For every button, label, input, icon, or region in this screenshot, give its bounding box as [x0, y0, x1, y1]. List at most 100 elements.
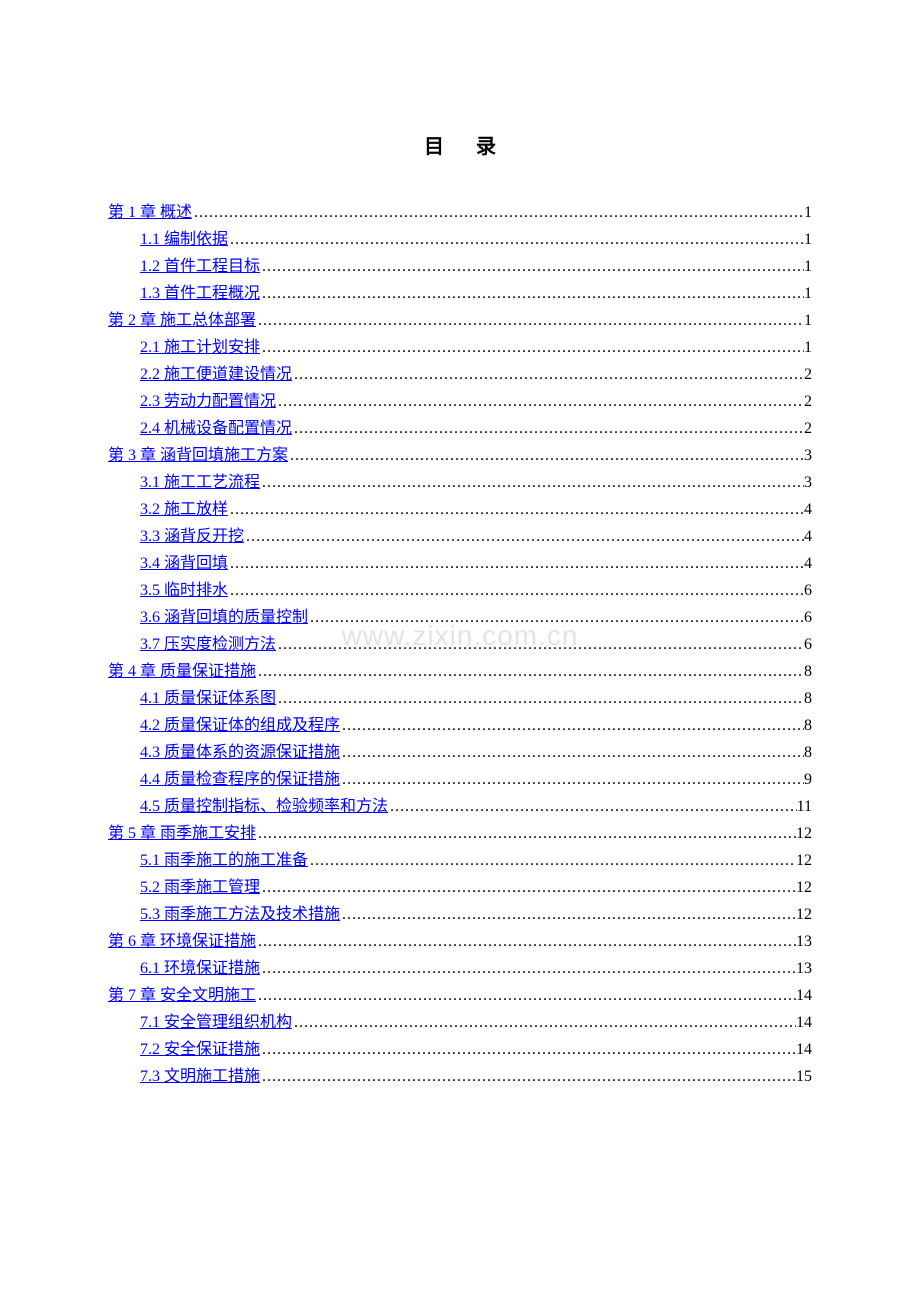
toc-line: 7.3 文明施工措施 15: [108, 1063, 812, 1090]
toc-page-number: 4: [804, 523, 812, 550]
toc-link[interactable]: 4.3 质量体系的资源保证措施: [140, 739, 340, 766]
toc-line: 第 1 章 概述 1: [108, 199, 812, 226]
toc-page-number: 4: [804, 550, 812, 577]
toc-link[interactable]: 3.4 涵背回填: [140, 550, 228, 577]
toc-leader-dots: [260, 253, 804, 280]
toc-link[interactable]: 2.4 机械设备配置情况: [140, 415, 292, 442]
toc-leader-dots: [260, 469, 804, 496]
toc-leader-dots: [288, 442, 804, 469]
toc-leader-dots: [256, 982, 796, 1009]
toc-link[interactable]: 1.3 首件工程概况: [140, 280, 260, 307]
toc-line: 1.1 编制依据 1: [108, 226, 812, 253]
toc-page-number: 1: [804, 307, 812, 334]
toc-page-number: 1: [804, 334, 812, 361]
toc-page-number: 3: [804, 469, 812, 496]
toc-leader-dots: [308, 604, 804, 631]
toc-leader-dots: [256, 820, 796, 847]
toc-link[interactable]: 5.3 雨季施工方法及技术措施: [140, 901, 340, 928]
toc-leader-dots: [228, 577, 804, 604]
toc-page-number: 11: [797, 793, 812, 820]
toc-link[interactable]: 第 4 章 质量保证措施: [108, 658, 256, 685]
toc-leader-dots: [340, 712, 804, 739]
toc-page-number: 6: [804, 631, 812, 658]
toc-link[interactable]: 4.2 质量保证体的组成及程序: [140, 712, 340, 739]
toc-link[interactable]: 4.4 质量检查程序的保证措施: [140, 766, 340, 793]
toc-link[interactable]: 7.1 安全管理组织机构: [140, 1009, 292, 1036]
toc-leader-dots: [308, 847, 796, 874]
toc-page-number: 3: [804, 442, 812, 469]
toc-line: 4.4 质量检查程序的保证措施9: [108, 766, 812, 793]
toc-link[interactable]: 2.3 劳动力配置情况: [140, 388, 276, 415]
toc-page-number: 15: [796, 1063, 812, 1090]
toc-container: 第 1 章 概述11.1 编制依据11.2 首件工程目标11.3 首件工程概况1…: [108, 199, 812, 1090]
toc-link[interactable]: 第 3 章 涵背回填施工方案: [108, 442, 288, 469]
toc-leader-dots: [260, 280, 804, 307]
toc-page-number: 1: [804, 226, 812, 253]
toc-line: 4.2 质量保证体的组成及程序8: [108, 712, 812, 739]
toc-line: 5.2 雨季施工管理12: [108, 874, 812, 901]
toc-line: 3.5 临时排水 6: [108, 577, 812, 604]
toc-link[interactable]: 3.5 临时排水: [140, 577, 228, 604]
toc-link[interactable]: 6.1 环境保证措施: [140, 955, 260, 982]
toc-link[interactable]: 第 2 章 施工总体部署: [108, 307, 256, 334]
toc-link[interactable]: 4.5 质量控制指标、检验频率和方法: [140, 793, 388, 820]
toc-line: 4.3 质量体系的资源保证措施8: [108, 739, 812, 766]
toc-line: 1.2 首件工程目标1: [108, 253, 812, 280]
toc-link[interactable]: 第 5 章 雨季施工安排: [108, 820, 256, 847]
toc-leader-dots: [256, 658, 804, 685]
toc-line: 7.2 安全保证措施 14: [108, 1036, 812, 1063]
toc-page-number: 13: [796, 928, 812, 955]
toc-line: 第 2 章 施工总体部署 1: [108, 307, 812, 334]
toc-leader-dots: [228, 496, 804, 523]
toc-link[interactable]: 3.7 压实度检测方法: [140, 631, 276, 658]
toc-link[interactable]: 第 7 章 安全文明施工: [108, 982, 256, 1009]
toc-leader-dots: [340, 766, 804, 793]
toc-page-number: 12: [796, 820, 812, 847]
toc-line: 3.3 涵背反开挖 4: [108, 523, 812, 550]
toc-line: 2.3 劳动力配置情况2: [108, 388, 812, 415]
toc-link[interactable]: 4.1 质量保证体系图: [140, 685, 276, 712]
toc-line: 第 7 章 安全文明施工 14: [108, 982, 812, 1009]
toc-line: 3.6 涵背回填的质量控制 6: [108, 604, 812, 631]
toc-line: 5.1 雨季施工的施工准备12: [108, 847, 812, 874]
toc-line: 2.4 机械设备配置情况2: [108, 415, 812, 442]
toc-link[interactable]: 2.2 施工便道建设情况: [140, 361, 292, 388]
toc-link[interactable]: 7.2 安全保证措施: [140, 1036, 260, 1063]
toc-link[interactable]: 1.1 编制依据: [140, 226, 228, 253]
toc-link[interactable]: 3.6 涵背回填的质量控制: [140, 604, 308, 631]
toc-page-number: 14: [796, 1036, 812, 1063]
toc-link[interactable]: 5.1 雨季施工的施工准备: [140, 847, 308, 874]
toc-page-number: 2: [804, 361, 812, 388]
toc-leader-dots: [388, 793, 797, 820]
toc-line: 3.1 施工工艺流程 3: [108, 469, 812, 496]
toc-page-number: 8: [804, 658, 812, 685]
toc-link[interactable]: 3.2 施工放样: [140, 496, 228, 523]
toc-page-number: 4: [804, 496, 812, 523]
toc-link[interactable]: 7.3 文明施工措施: [140, 1063, 260, 1090]
toc-leader-dots: [192, 199, 804, 226]
toc-line: 3.7 压实度检测方法 6: [108, 631, 812, 658]
toc-link[interactable]: 第 6 章 环境保证措施: [108, 928, 256, 955]
toc-leader-dots: [292, 1009, 796, 1036]
toc-link[interactable]: 2.1 施工计划安排: [140, 334, 260, 361]
toc-leader-dots: [256, 307, 804, 334]
toc-line: 6.1 环境保证措施13: [108, 955, 812, 982]
toc-leader-dots: [276, 388, 804, 415]
toc-line: 5.3 雨季施工方法及技术措施12: [108, 901, 812, 928]
toc-leader-dots: [340, 739, 804, 766]
toc-leader-dots: [276, 685, 804, 712]
toc-page-number: 6: [804, 577, 812, 604]
toc-link[interactable]: 5.2 雨季施工管理: [140, 874, 260, 901]
toc-leader-dots: [228, 550, 804, 577]
toc-link[interactable]: 3.3 涵背反开挖: [140, 523, 244, 550]
toc-line: 3.2 施工放样 4: [108, 496, 812, 523]
toc-link[interactable]: 3.1 施工工艺流程: [140, 469, 260, 496]
toc-page-number: 14: [796, 982, 812, 1009]
toc-link[interactable]: 1.2 首件工程目标: [140, 253, 260, 280]
toc-line: 第 4 章 质量保证措施 8: [108, 658, 812, 685]
toc-line: 第 3 章 涵背回填施工方案 3: [108, 442, 812, 469]
toc-page-number: 6: [804, 604, 812, 631]
toc-page-number: 14: [796, 1009, 812, 1036]
toc-page-number: 1: [804, 199, 812, 226]
toc-link[interactable]: 第 1 章 概述: [108, 199, 192, 226]
